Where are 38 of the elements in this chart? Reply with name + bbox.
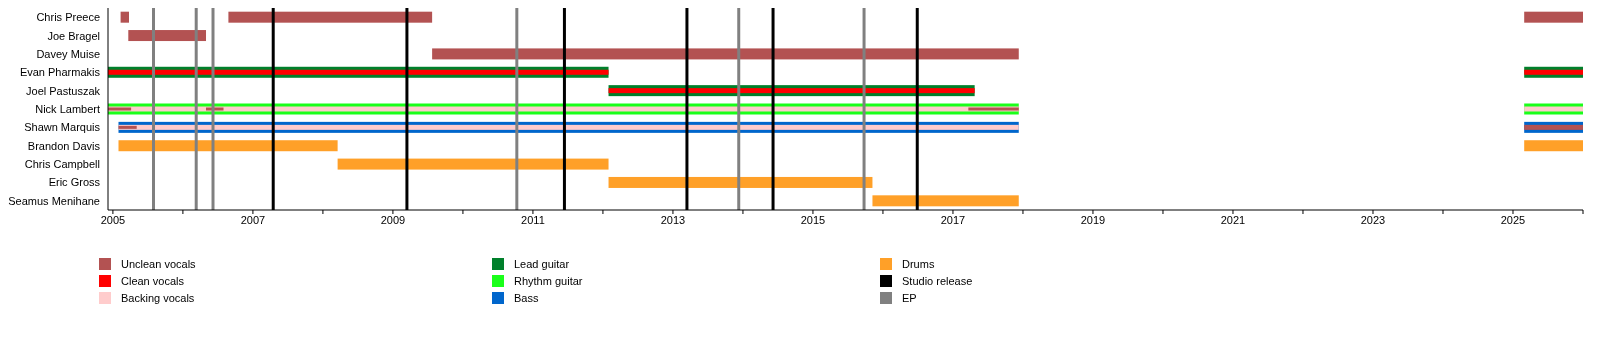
bar xyxy=(608,176,873,188)
legend-label: Clean vocals xyxy=(121,275,184,287)
legend-label: Bass xyxy=(514,292,539,304)
x-tick-label: 2007 xyxy=(240,213,266,226)
y-tick-label: Eric Gross xyxy=(48,176,101,189)
legend-label: Backing vocals xyxy=(121,292,195,304)
bar xyxy=(337,158,609,170)
legend-label: EP xyxy=(902,292,917,304)
y-tick-label: Seamus Menihane xyxy=(8,194,100,207)
x-tick-label: 2005 xyxy=(100,213,126,226)
x-tick-label: 2021 xyxy=(1220,213,1246,226)
y-tick-label: Shawn Marquis xyxy=(24,121,101,134)
legend-label: Lead guitar xyxy=(514,258,570,270)
x-tick-label: 2015 xyxy=(800,213,826,226)
y-tick-label: Joel Pastuszak xyxy=(26,84,101,97)
legend-label: Studio release xyxy=(902,275,973,287)
y-tick-label: Brandon Davis xyxy=(27,139,101,152)
y-tick-label: Chris Preece xyxy=(36,11,100,24)
x-tick-label: 2009 xyxy=(380,213,406,226)
bar xyxy=(432,48,1019,60)
bar xyxy=(120,11,129,23)
legend-label: Drums xyxy=(902,258,935,270)
x-tick-label: 2019 xyxy=(1080,213,1106,226)
bar xyxy=(118,140,338,152)
x-tick-label: 2011 xyxy=(521,213,545,226)
bar xyxy=(872,195,1019,207)
x-tick-label: 2025 xyxy=(1500,213,1526,226)
y-tick-label: Davey Muise xyxy=(36,47,100,60)
x-tick-label: 2023 xyxy=(1360,213,1386,226)
y-tick-label: Nick Lambert xyxy=(35,103,100,115)
y-tick-label: Evan Pharmakis xyxy=(19,66,101,79)
legend-label: Rhythm guitar xyxy=(514,275,583,287)
y-tick-label: Joe Bragel xyxy=(47,29,100,42)
bar xyxy=(1524,140,1583,152)
y-tick-label: Chris Campbell xyxy=(24,158,100,171)
x-tick-label: 2013 xyxy=(660,213,686,226)
x-tick-label: 2017 xyxy=(940,213,966,226)
legend-label: Unclean vocals xyxy=(121,258,196,270)
